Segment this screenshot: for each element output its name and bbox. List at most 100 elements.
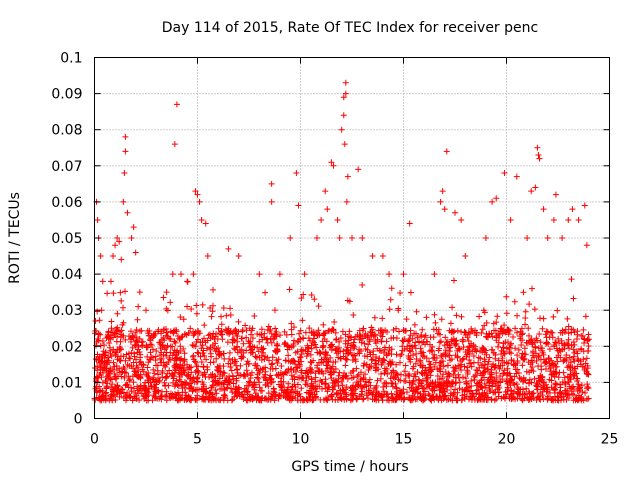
data-point-marker: [255, 348, 262, 355]
data-point-marker: [428, 347, 435, 354]
data-point-marker: [163, 361, 170, 368]
data-point-marker: [269, 360, 276, 367]
data-point-marker: [582, 360, 589, 367]
data-point-marker: [390, 326, 397, 333]
data-point-marker: [264, 354, 271, 361]
data-point-marker: [345, 347, 352, 354]
data-point-marker: [515, 370, 522, 377]
data-point-marker: [522, 321, 529, 328]
x-tick-labels: 0 5 10 15 20 25: [90, 432, 618, 448]
data-point-marker: [356, 350, 363, 357]
data-point-marker: [558, 397, 565, 404]
data-point-marker: [528, 367, 535, 374]
data-point-marker: [283, 390, 290, 397]
data-point-marker: [227, 305, 234, 312]
data-point-marker: [386, 271, 393, 278]
data-point-marker: [268, 339, 275, 346]
data-point-marker: [390, 334, 397, 341]
data-point-marker: [469, 390, 476, 397]
y-tick-labels: 0 0.01 0.02 0.03 0.04 0.05 0.06 0.07 0.08 0.09 0.1: [51, 51, 82, 428]
data-point-marker: [558, 394, 565, 401]
data-point-marker: [581, 366, 588, 373]
data-point-marker: [475, 354, 482, 361]
data-point-marker: [174, 333, 181, 340]
data-point-marker: [466, 330, 473, 337]
data-point-marker: [442, 334, 449, 341]
data-point-marker: [522, 377, 529, 384]
data-point-marker: [162, 363, 169, 370]
data-point-marker: [258, 331, 265, 338]
data-point-marker: [565, 336, 572, 343]
data-point-marker: [175, 389, 182, 396]
data-point-marker: [258, 326, 265, 333]
data-point-marker: [105, 335, 112, 342]
data-point-marker: [584, 395, 591, 402]
data-point-marker: [526, 390, 533, 397]
data-point-marker: [556, 340, 563, 347]
x-tick-label: 5: [193, 432, 202, 448]
data-point-marker: [132, 249, 139, 256]
data-point-marker: [207, 335, 214, 342]
data-point-marker: [268, 361, 275, 368]
data-point-marker: [248, 393, 255, 400]
data-point-marker: [575, 381, 582, 388]
data-point-marker: [304, 370, 311, 377]
y-tick-label: 0.07: [51, 159, 82, 175]
data-point-marker: [511, 373, 518, 380]
data-point-marker: [211, 345, 218, 352]
data-point-marker: [108, 392, 115, 399]
data-point-marker: [153, 348, 160, 355]
data-point-marker: [360, 362, 367, 369]
data-point-marker: [403, 316, 410, 323]
data-point-marker: [256, 338, 263, 345]
data-point-marker: [413, 350, 420, 357]
data-point-marker: [201, 369, 208, 376]
data-point-marker: [311, 391, 318, 398]
data-point-marker: [231, 337, 238, 344]
data-point-marker: [559, 235, 566, 241]
data-point-marker: [452, 352, 459, 359]
data-point-marker: [395, 376, 402, 383]
data-point-marker: [368, 356, 375, 363]
data-point-marker: [537, 373, 544, 380]
data-point-marker: [219, 373, 226, 380]
data-point-marker: [272, 325, 279, 332]
data-point-marker: [329, 380, 336, 387]
data-point-marker: [506, 345, 513, 352]
data-point-marker: [312, 378, 319, 385]
data-point-marker: [177, 364, 184, 371]
data-point-marker: [302, 381, 309, 388]
data-point-marker: [204, 253, 211, 260]
data-point-marker: [580, 326, 587, 333]
data-point-marker: [106, 344, 113, 351]
data-point-marker: [240, 340, 247, 347]
data-point-marker: [298, 346, 305, 353]
data-point-marker: [134, 364, 141, 371]
data-point-marker: [565, 323, 572, 330]
data-point-marker: [379, 315, 386, 322]
data-point-marker: [367, 382, 374, 389]
data-point-marker: [387, 296, 394, 303]
data-point-marker: [213, 331, 220, 338]
data-point-marker: [533, 396, 540, 403]
data-point-marker: [434, 372, 441, 379]
data-point-marker: [562, 326, 569, 333]
data-point-marker: [578, 332, 585, 339]
data-point-marker: [97, 369, 104, 376]
data-point-marker: [543, 339, 550, 346]
data-point-marker: [328, 365, 335, 372]
data-point-marker: [163, 397, 170, 404]
data-point-marker: [172, 364, 179, 371]
data-point-marker: [414, 334, 421, 341]
data-point-marker: [313, 235, 320, 241]
data-point-marker: [303, 353, 310, 360]
data-point-marker: [342, 79, 349, 86]
data-point-marker: [132, 337, 139, 344]
data-point-marker: [274, 342, 281, 349]
data-point-marker: [247, 343, 254, 350]
data-point-marker: [104, 361, 111, 368]
data-point-marker: [110, 253, 117, 260]
data-point-marker: [351, 336, 358, 343]
data-point-marker: [544, 235, 551, 241]
data-point-marker: [393, 351, 400, 358]
